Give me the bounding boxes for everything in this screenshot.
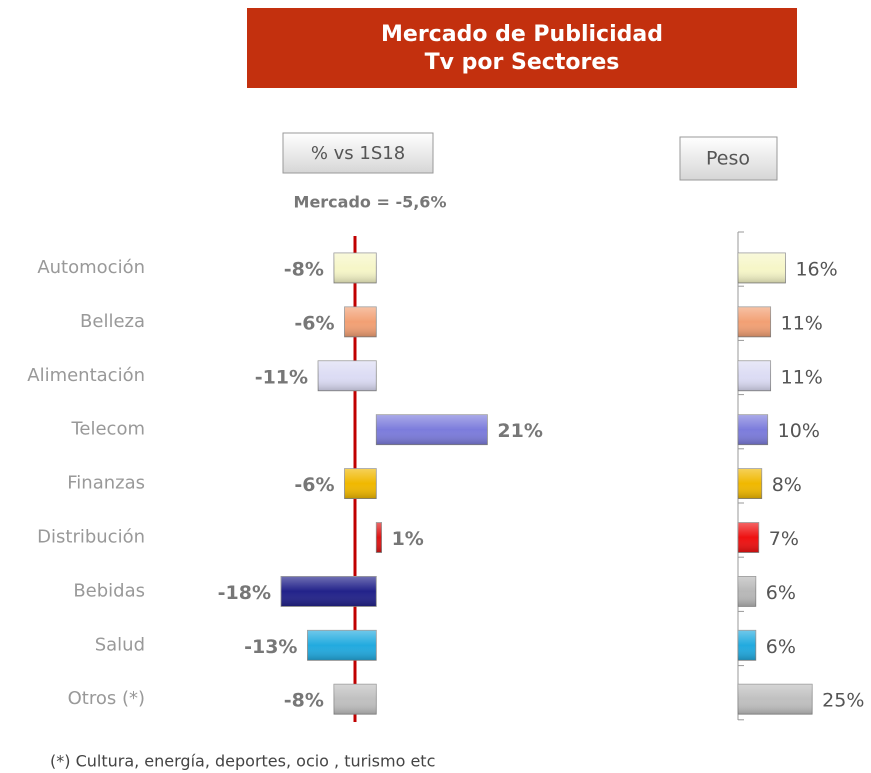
bar-shine: [738, 414, 768, 445]
bar-shine: [738, 630, 756, 661]
subtitle: % vs 1S18: [311, 143, 405, 164]
bar-shine: [738, 360, 771, 391]
category-label: Belleza: [80, 311, 145, 332]
bar-shine: [738, 468, 762, 499]
category-label: Telecom: [70, 419, 145, 440]
category-label: Finanzas: [67, 473, 145, 494]
value-label: 16%: [795, 259, 837, 281]
annotation: Mercado = -5,6%: [294, 193, 447, 212]
bar-shine: [738, 253, 786, 283]
bar-shine: [376, 414, 488, 445]
category-label: Alimentación: [27, 365, 145, 386]
value-label: 11%: [781, 366, 823, 388]
bar-shine: [376, 522, 382, 553]
value-label: 21%: [497, 420, 542, 442]
bar-shine: [738, 306, 771, 337]
value-label: 11%: [781, 312, 823, 334]
value-label: -6%: [294, 474, 334, 496]
subtitle-box: [679, 136, 778, 181]
value-label: 6%: [766, 582, 796, 604]
value-label: 8%: [772, 474, 802, 496]
bar-shine: [344, 306, 377, 337]
chart-title: Mercado de Publicidad: [381, 22, 663, 47]
subtitle-box: [282, 132, 434, 174]
value-label: -8%: [284, 259, 324, 281]
bar-shine: [738, 522, 759, 553]
bar-shine: [333, 253, 377, 283]
value-label: -11%: [255, 366, 308, 388]
bar-shine: [344, 468, 377, 499]
bar-shine: [738, 684, 813, 715]
value-label: -18%: [218, 582, 271, 604]
title-box: [247, 8, 797, 88]
value-label: 7%: [769, 528, 799, 550]
value-label: -8%: [284, 690, 324, 712]
bar-shine: [738, 576, 756, 607]
bar-shine: [318, 360, 377, 391]
category-label: Otros (*): [68, 688, 145, 709]
bar-shine: [333, 684, 377, 715]
value-label: 25%: [822, 690, 864, 712]
footnote: (*) Cultura, energía, deportes, ocio , t…: [50, 752, 435, 771]
value-label: 6%: [766, 636, 796, 658]
chart-title: Tv por Sectores: [425, 50, 620, 75]
subtitle: Peso: [706, 148, 750, 170]
bar-shine: [307, 630, 377, 661]
value-label: 1%: [392, 528, 424, 550]
category-label: Distribución: [37, 527, 145, 548]
value-label: 10%: [778, 420, 820, 442]
value-label: -13%: [244, 636, 297, 658]
value-label: -6%: [294, 312, 334, 334]
category-label: Bebidas: [73, 580, 145, 601]
category-label: Automoción: [37, 257, 145, 278]
category-label: Salud: [95, 634, 145, 655]
bar-shine: [281, 576, 377, 607]
